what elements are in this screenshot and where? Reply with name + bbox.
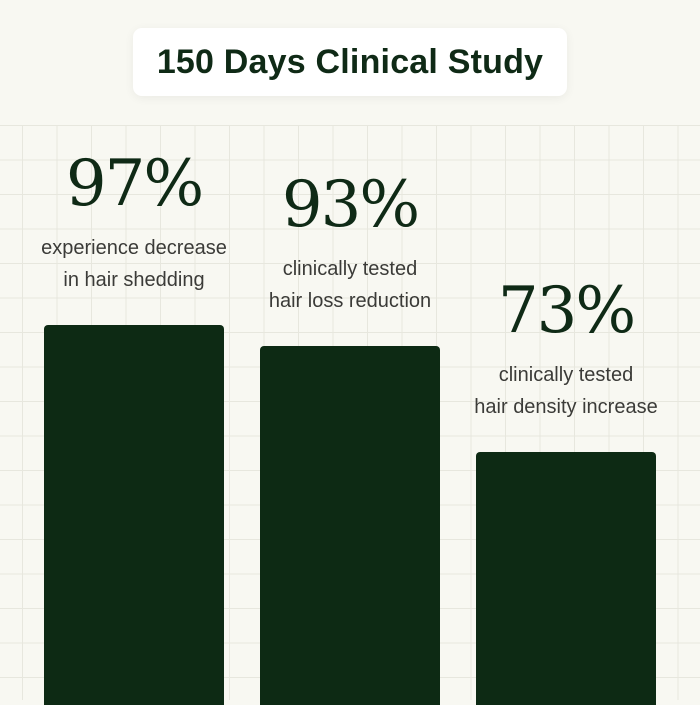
value-label-1: 97% [65, 147, 204, 221]
chart-title: 150 Days Clinical Study [156, 42, 544, 81]
title-card: 150 Days Clinical Study [133, 28, 567, 96]
caption-line: hair density increase [474, 396, 658, 418]
bar-1 [44, 325, 224, 705]
bar-3 [476, 452, 656, 705]
caption-1: experience decrease in hair shedding [4, 232, 264, 296]
value-label-2: 93% [281, 168, 420, 243]
caption-line: clinically tested [282, 258, 418, 281]
caption-line: clinically tested [498, 364, 634, 386]
caption-line: experience decrease [41, 237, 227, 259]
caption-line: in hair shedding [63, 269, 205, 291]
value-label-3: 73% [497, 274, 636, 348]
bar-2 [260, 346, 440, 705]
caption-2: clinically tested hair loss reduction [220, 253, 480, 317]
caption-3: clinically tested hair density increase [436, 359, 696, 423]
caption-line: hair loss reduction [268, 290, 432, 313]
